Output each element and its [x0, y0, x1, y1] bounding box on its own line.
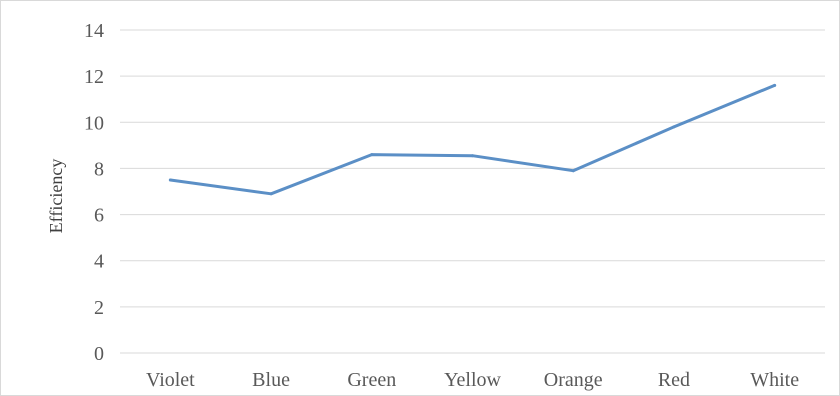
series-line [168, 83, 777, 196]
data-point [471, 154, 474, 158]
y-tick-label: 6 [94, 205, 104, 227]
x-tick-label: Red [658, 369, 690, 391]
data-point [168, 178, 172, 182]
y-tick-label: 12 [84, 66, 104, 88]
y-axis-ticks: 0 2 4 6 8 10 12 14 [84, 20, 104, 365]
y-tick-label: 10 [84, 112, 104, 134]
series-group [168, 83, 777, 196]
x-tick-label: Orange [544, 369, 603, 391]
y-tick-label: 2 [94, 297, 104, 319]
data-point [773, 83, 777, 87]
x-tick-label: Green [347, 369, 396, 391]
data-point [571, 169, 575, 173]
x-axis-ticks: Violet Blue Green Yellow Orange Red White [146, 369, 799, 391]
y-tick-label: 0 [94, 343, 104, 365]
data-point [672, 125, 676, 129]
x-tick-label: White [750, 369, 799, 391]
x-tick-label: Blue [252, 369, 290, 391]
gridlines [120, 29, 825, 354]
y-tick-label: 8 [94, 158, 104, 180]
x-tick-label: Yellow [444, 369, 501, 391]
y-axis-label: Efficiency [46, 159, 66, 234]
y-tick-label: 14 [84, 20, 104, 42]
x-tick-label: Violet [146, 369, 195, 391]
data-point [269, 192, 273, 196]
data-point [370, 153, 374, 157]
y-tick-label: 4 [94, 251, 104, 273]
